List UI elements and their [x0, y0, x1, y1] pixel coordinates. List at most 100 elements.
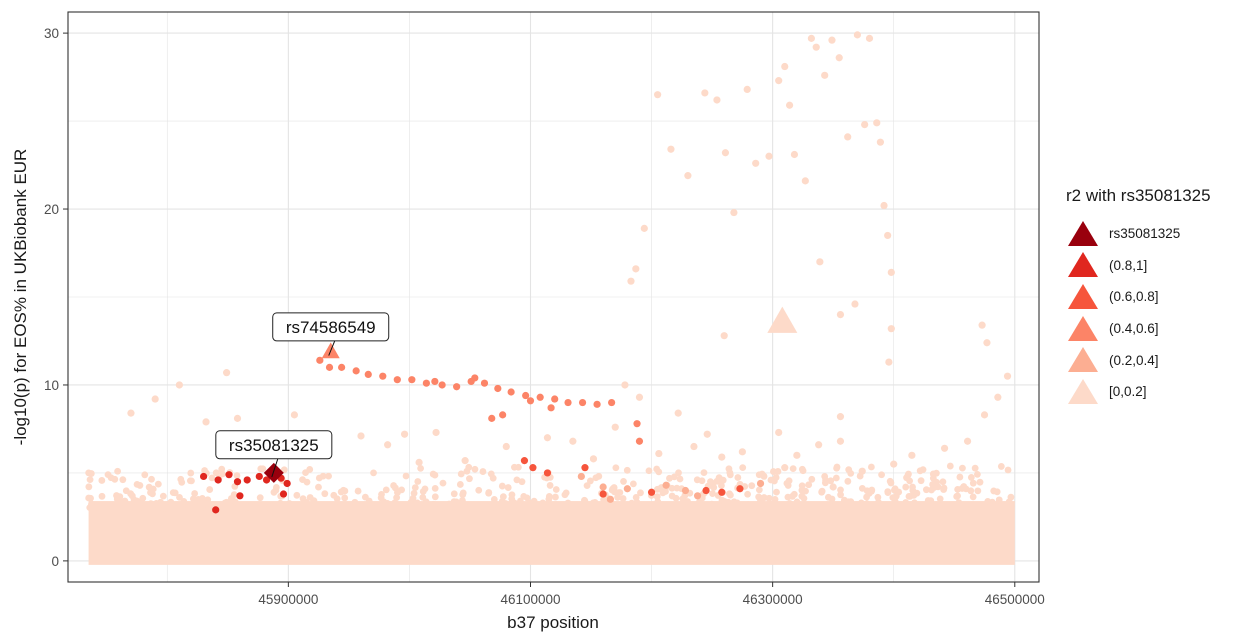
- baseline-point: [206, 486, 214, 493]
- baseline-point: [612, 464, 620, 472]
- baseline-point: [818, 488, 826, 496]
- legend-item: (0.4,0.6]: [1066, 313, 1244, 345]
- baseline-point: [152, 499, 160, 507]
- baseline-point: [713, 477, 721, 485]
- data-point: [884, 231, 892, 240]
- baseline-point: [409, 494, 417, 502]
- baseline-point: [935, 503, 943, 511]
- baseline-point: [927, 497, 935, 505]
- data-point: [522, 391, 530, 400]
- baseline-point: [218, 465, 226, 473]
- data-point: [633, 420, 641, 428]
- data-point: [765, 152, 773, 160]
- baseline-point: [228, 504, 236, 512]
- data-point: [684, 172, 692, 180]
- baseline-point: [984, 504, 992, 511]
- x-tick-label: 46300000: [743, 592, 803, 607]
- data-point: [858, 467, 866, 475]
- baseline-point: [719, 476, 727, 484]
- baseline-point: [821, 503, 828, 511]
- data-point: [233, 478, 242, 486]
- baseline-point: [773, 488, 780, 496]
- baseline-point: [552, 493, 559, 501]
- baseline-point: [394, 489, 401, 497]
- baseline-point: [592, 474, 600, 482]
- baseline-point: [417, 464, 425, 472]
- baseline-point: [147, 500, 155, 508]
- baseline-point: [459, 497, 466, 504]
- x-tick-label: 46500000: [985, 592, 1045, 607]
- baseline-point: [561, 502, 569, 510]
- baseline-point: [107, 474, 115, 482]
- baseline-point: [696, 498, 703, 505]
- data-point: [815, 441, 823, 449]
- baseline-point: [739, 464, 747, 472]
- data-point: [635, 437, 644, 445]
- legend-triangle-icon: [1068, 315, 1098, 341]
- baseline-point: [485, 489, 493, 497]
- legend-item: (0.6,0.8]: [1066, 281, 1244, 313]
- data-point: [627, 277, 635, 285]
- data-point: [432, 428, 440, 437]
- data-point: [655, 449, 663, 458]
- baseline-point: [400, 503, 408, 511]
- baseline-point: [191, 490, 199, 497]
- legend-items: rs35081325 (0.8,1] (0.6,0.8] (0.4,0.6] (0.2,…: [1066, 218, 1244, 408]
- data-point: [408, 376, 416, 384]
- data-point: [701, 89, 709, 97]
- legend-label: (0.2,0.4]: [1109, 352, 1159, 368]
- baseline-point: [716, 504, 724, 512]
- data-point: [236, 492, 244, 500]
- baseline-point: [1004, 466, 1012, 474]
- data-point: [873, 119, 881, 127]
- baseline-point: [431, 504, 439, 512]
- baseline-point: [311, 503, 318, 511]
- data-point: [233, 414, 242, 422]
- baseline-point: [932, 469, 940, 477]
- baseline-point: [886, 477, 894, 485]
- baseline-point: [530, 497, 538, 505]
- baseline-point: [167, 498, 175, 506]
- baseline-point: [789, 465, 797, 472]
- data-point: [861, 120, 869, 129]
- baseline-point: [748, 482, 756, 490]
- baseline-point: [727, 491, 734, 499]
- baseline-point: [828, 503, 836, 511]
- legend-triangle-icon: [1068, 378, 1098, 404]
- baseline-point: [553, 501, 561, 509]
- baseline-point: [95, 504, 103, 511]
- baseline-point: [516, 497, 524, 505]
- baseline-point: [85, 494, 93, 502]
- baseline-point: [837, 486, 844, 494]
- baseline-point: [632, 494, 640, 501]
- baseline-point: [971, 464, 979, 472]
- data-point: [200, 472, 208, 481]
- baseline-point: [802, 487, 809, 495]
- marker-rs35081325: [263, 462, 284, 483]
- baseline-point: [623, 466, 631, 474]
- data-point: [890, 460, 898, 468]
- baseline-point: [121, 498, 129, 505]
- baseline-point: [906, 504, 914, 512]
- data-point: [678, 500, 686, 509]
- baseline-point: [824, 493, 832, 501]
- baseline-point: [487, 470, 495, 478]
- baseline-point: [126, 503, 134, 511]
- data-point: [325, 363, 334, 371]
- baseline-point: [508, 495, 516, 503]
- baseline-point: [844, 498, 852, 506]
- data-point: [593, 400, 601, 408]
- baseline-point: [601, 502, 608, 510]
- baseline-point: [620, 478, 627, 485]
- y-tick-label: 20: [44, 202, 59, 217]
- baseline-point: [800, 494, 808, 502]
- x-tick-label: 46100000: [500, 592, 560, 607]
- baseline-point: [257, 465, 265, 473]
- baseline-point: [539, 499, 547, 507]
- data-point: [690, 442, 698, 451]
- annotations: rs74586549 rs35081325: [215, 312, 390, 478]
- baseline-point: [874, 493, 882, 501]
- baseline-point: [114, 467, 122, 475]
- data-point: [338, 363, 346, 371]
- data-point: [621, 381, 629, 389]
